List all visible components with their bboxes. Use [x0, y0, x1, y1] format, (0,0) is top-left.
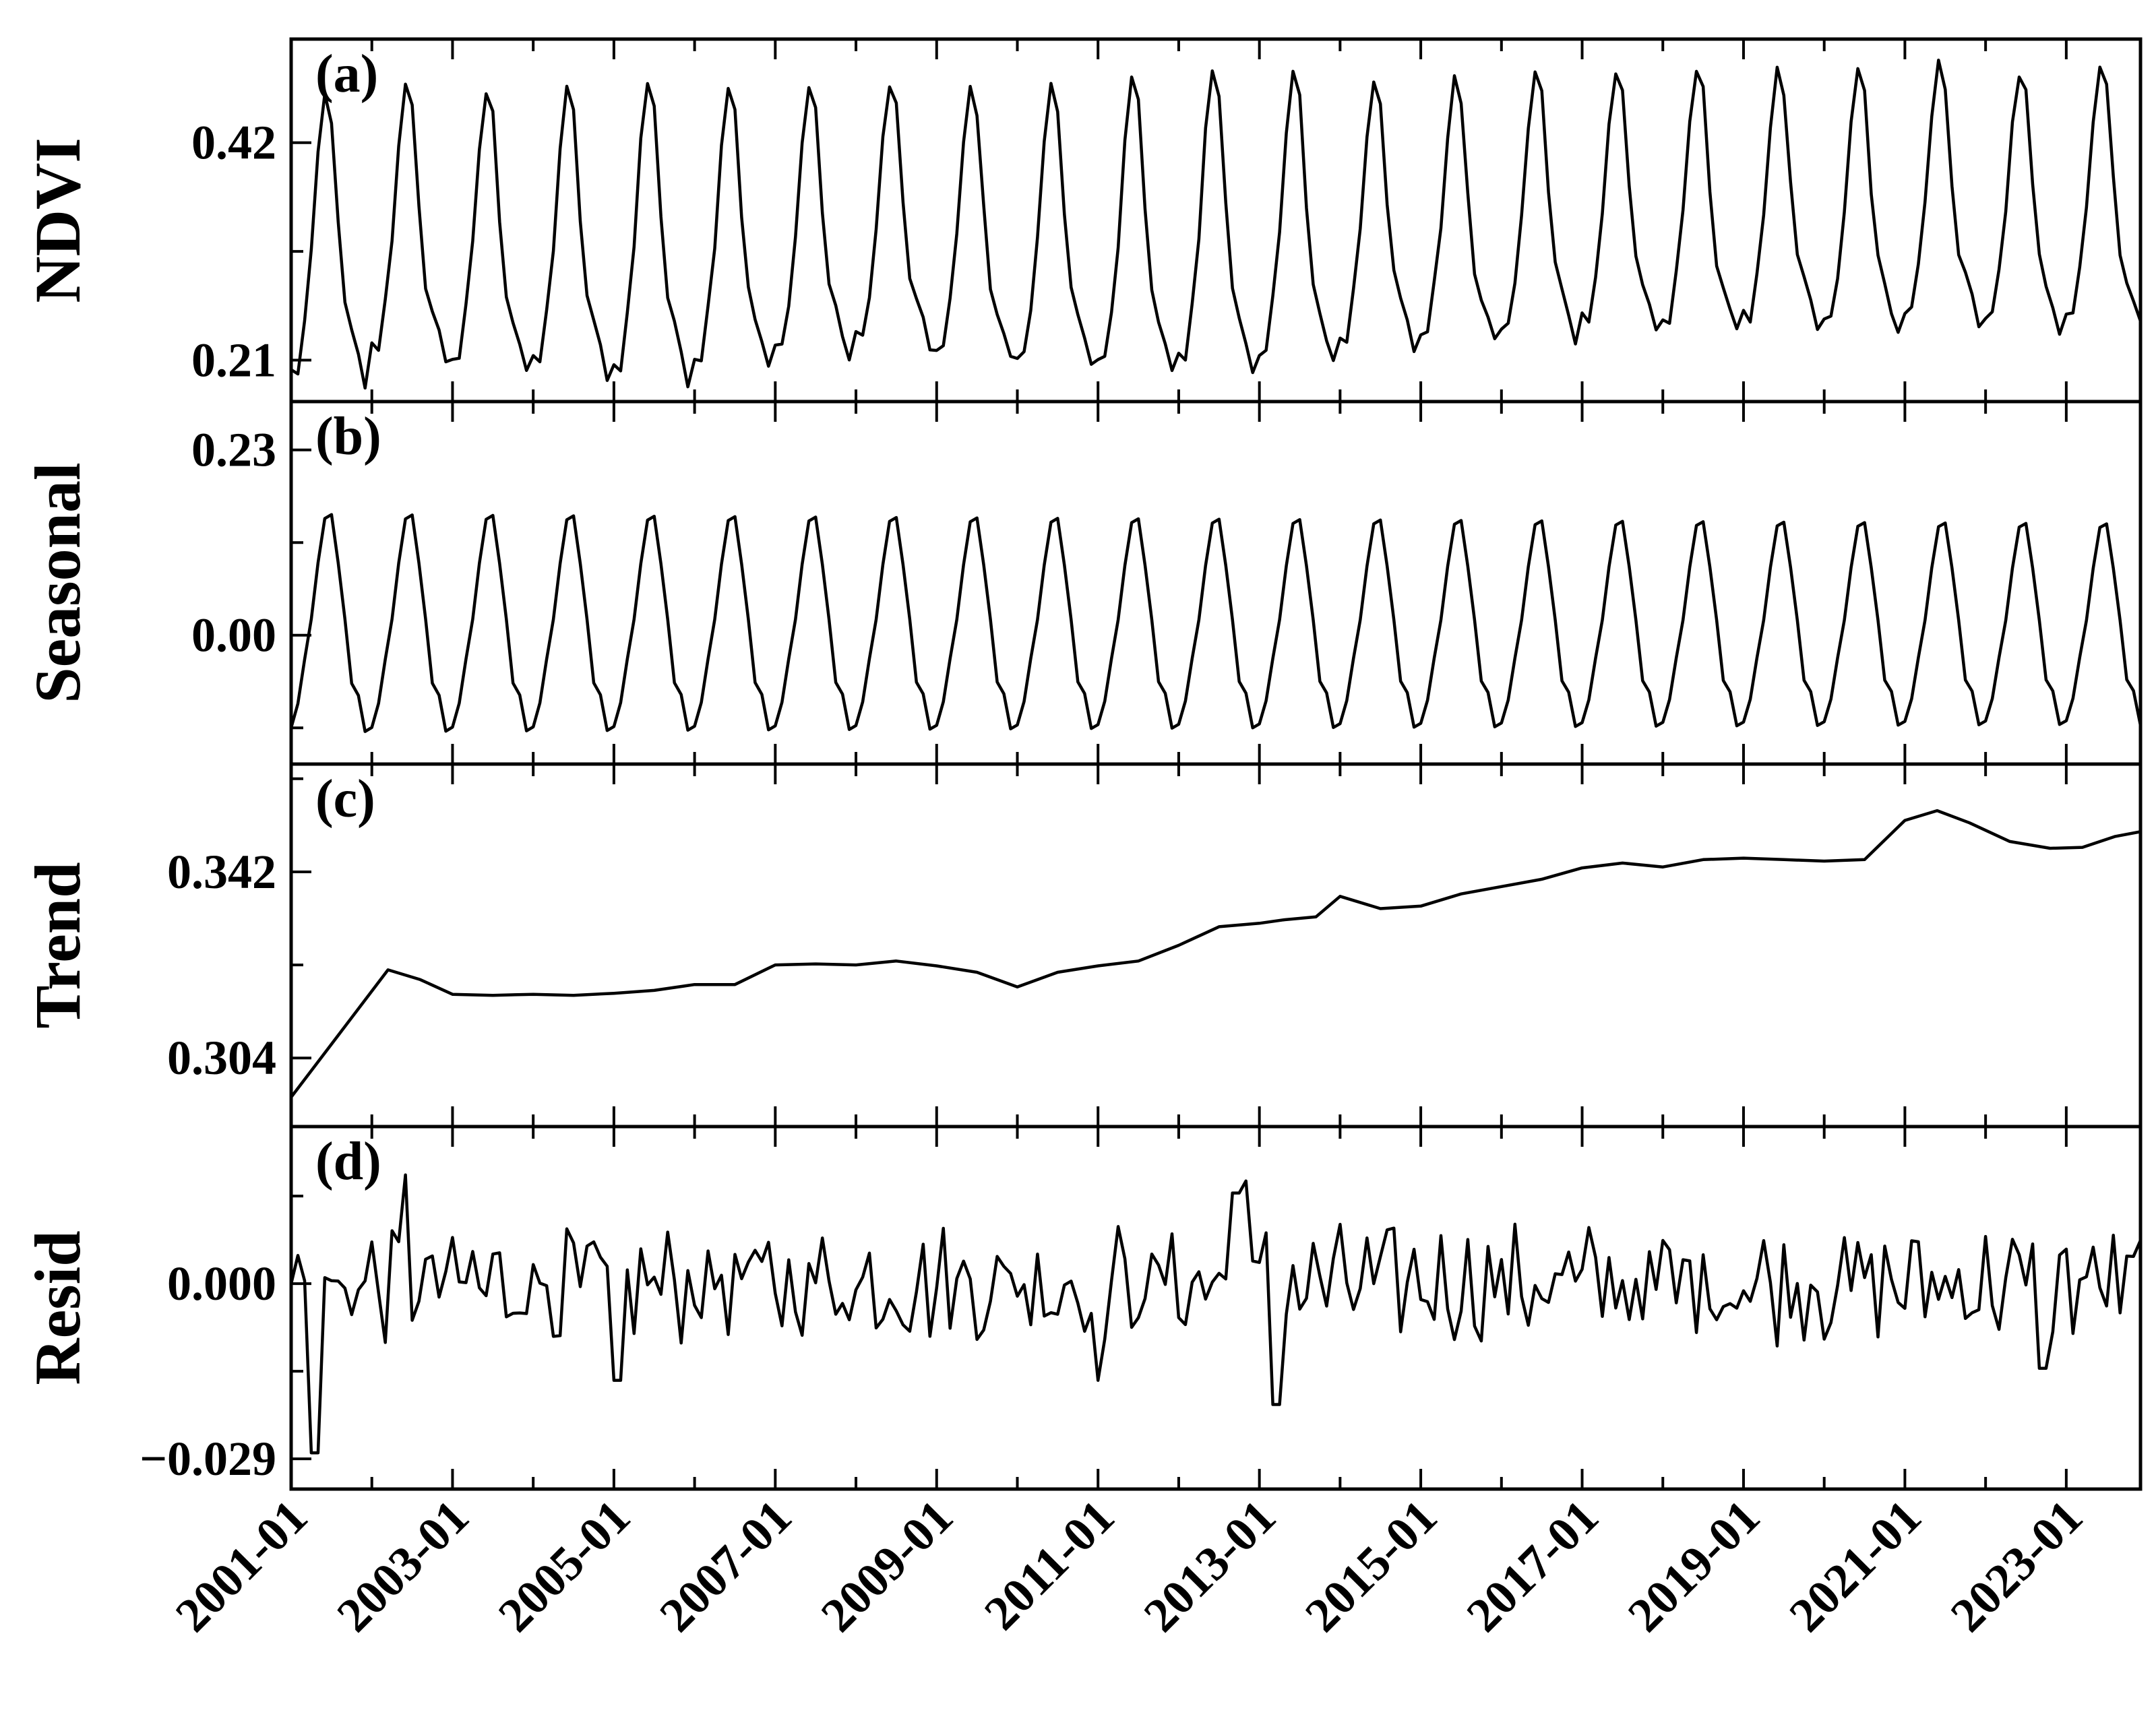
- panel-frame: [289, 762, 2143, 1129]
- y-tick-label: 0.42: [191, 116, 276, 170]
- x-tick-label: 2009-01: [811, 1490, 963, 1642]
- y-tick-label: 0.21: [191, 334, 276, 387]
- x-tick-label: 2019-01: [1618, 1490, 1770, 1642]
- panel-label: (b): [315, 407, 381, 466]
- x-tick-label: 2021-01: [1779, 1490, 1931, 1642]
- y-axis-title: Trend: [22, 862, 94, 1028]
- x-tick-label: 2007-01: [649, 1490, 801, 1642]
- panel-frame: [289, 1125, 2143, 1491]
- panel-2: 0.00 0.23 Seasonal (b): [22, 400, 2143, 766]
- x-tick-label: 2011-01: [974, 1490, 1124, 1640]
- x-axis: 2001-01 2003-01 2005-01 2007-01 2009-01 2011-…: [165, 1490, 2093, 1642]
- panel-label: (d): [315, 1132, 381, 1191]
- y-tick-label: 0.23: [191, 423, 276, 477]
- x-tick-label: 2017-01: [1456, 1490, 1609, 1642]
- panel-4: −0.029 0.000 Resid (d): [22, 1125, 2143, 1491]
- series-line: [290, 59, 2143, 390]
- y-tick-label: −0.029: [140, 1432, 276, 1486]
- y-axis-title: Resid: [22, 1230, 94, 1385]
- y-tick-label: 0.342: [167, 845, 276, 899]
- x-tick-label: 2003-01: [326, 1490, 479, 1642]
- y-tick-label: 0.00: [191, 608, 276, 662]
- x-tick-label: 2023-01: [1940, 1490, 2093, 1642]
- series-line: [289, 1173, 2143, 1455]
- panel-label: (c): [315, 769, 375, 829]
- y-tick-label: 0.304: [167, 1031, 276, 1085]
- x-tick-label: 2015-01: [1295, 1490, 1447, 1642]
- y-axis-title: NDVI: [22, 137, 94, 303]
- x-tick-label: 2013-01: [1134, 1490, 1286, 1642]
- x-tick-label: 2005-01: [488, 1490, 640, 1642]
- panel-3: 0.304 0.342 Trend (c): [22, 762, 2143, 1129]
- y-axis-title: Seasonal: [22, 462, 94, 703]
- panel-frame: [289, 400, 2143, 766]
- y-tick-label: 0.000: [167, 1257, 276, 1311]
- panels-group: 0.210.42NDVI(a)0.000.23Seasonal(b)0.3040…: [22, 37, 2143, 1491]
- x-tick-label: 2001-01: [165, 1490, 317, 1642]
- series-line: [289, 513, 2143, 733]
- series-line: [290, 809, 2141, 1098]
